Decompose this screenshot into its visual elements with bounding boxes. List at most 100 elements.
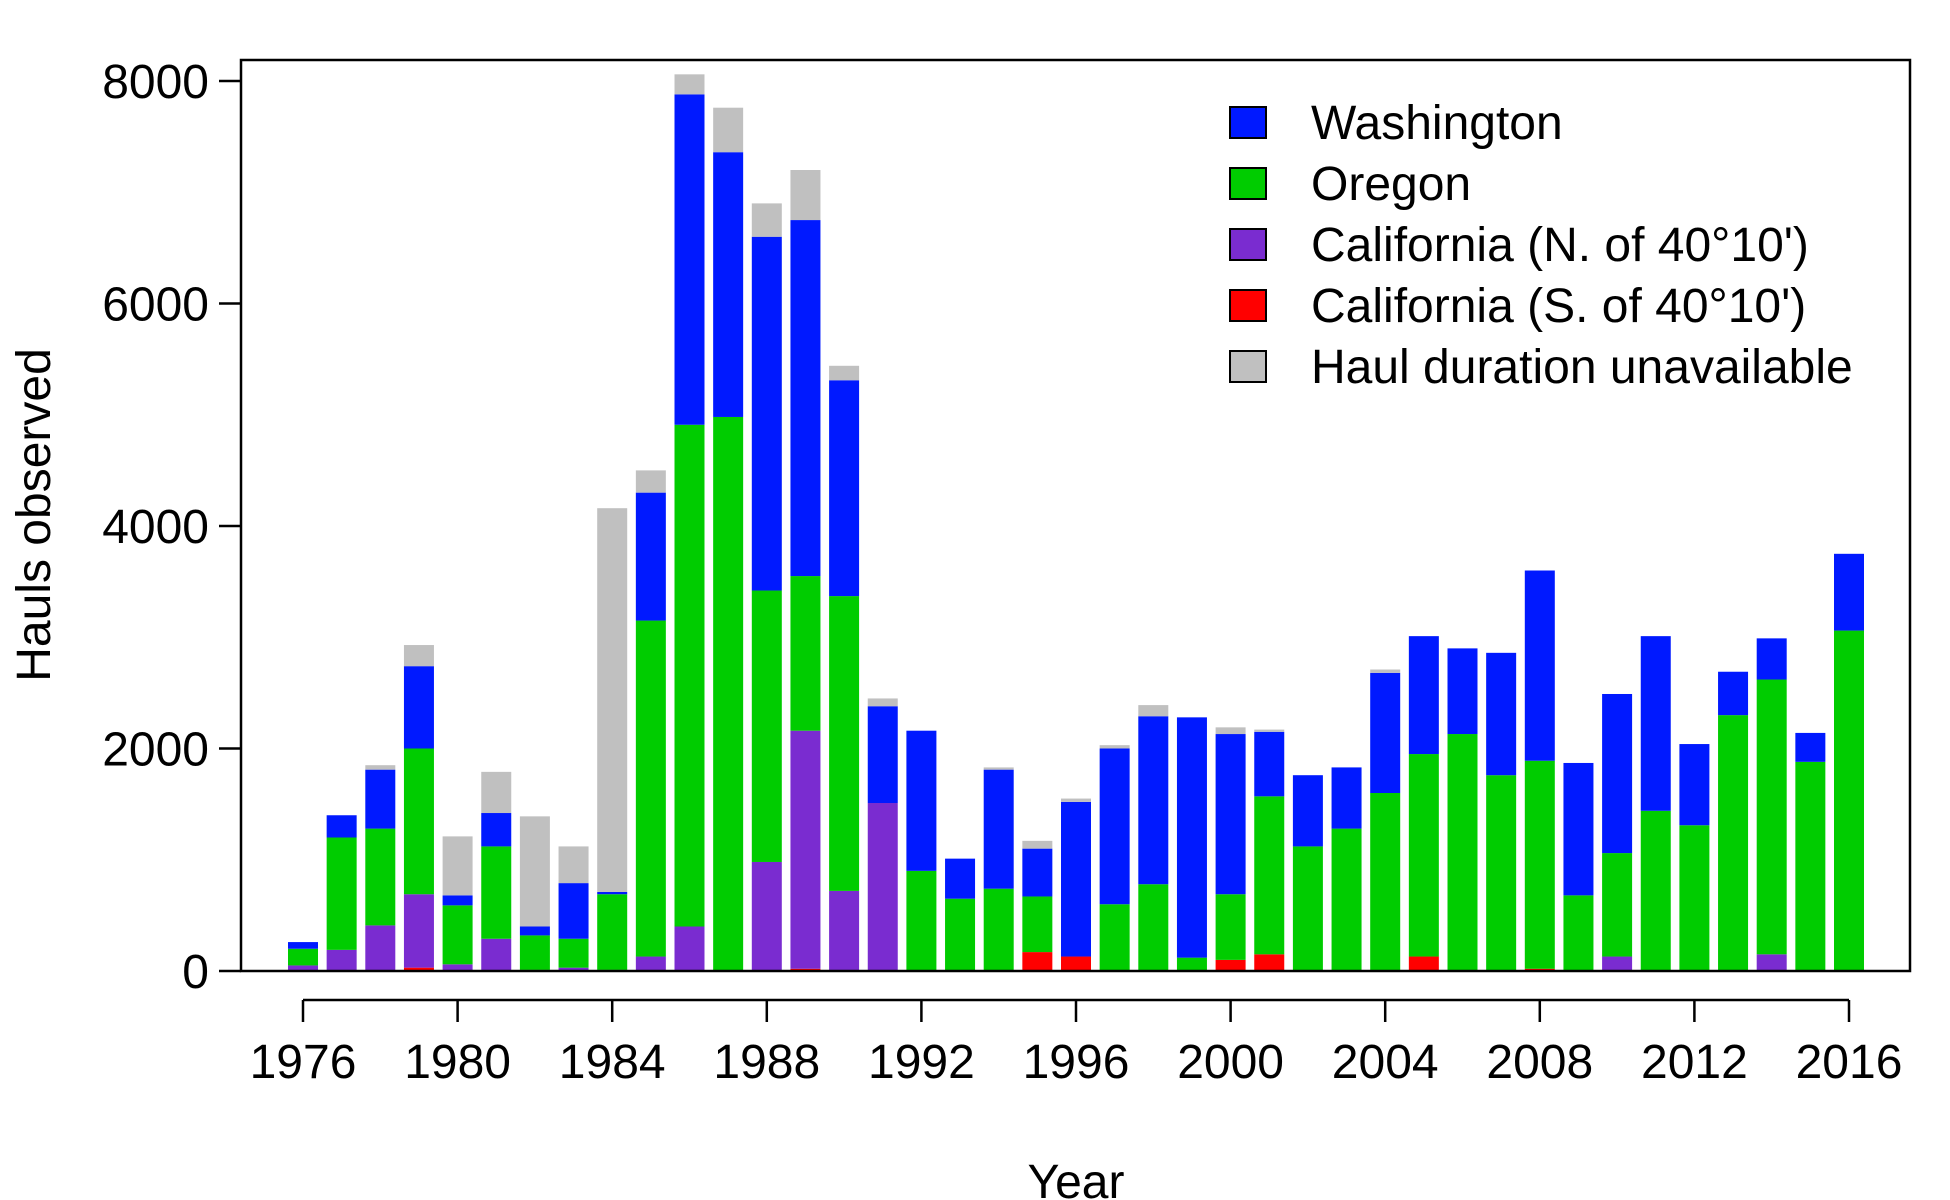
- bar-segment: [403, 748, 434, 895]
- bar-segment: [635, 956, 666, 971]
- bar-segment: [1215, 959, 1246, 972]
- bar-segment: [1099, 748, 1130, 905]
- bar-segment: [1215, 734, 1246, 895]
- bar-segment: [288, 948, 318, 966]
- bar-segment: [558, 846, 589, 884]
- bar-segment: [1756, 679, 1787, 955]
- bar-segment: [365, 769, 396, 829]
- bar-segment: [481, 938, 512, 971]
- bar-segment: [442, 905, 473, 965]
- bar-segment: [558, 967, 589, 971]
- bar-segment: [674, 926, 705, 971]
- bar-segment: [1679, 744, 1710, 826]
- bar-segment: [1254, 731, 1285, 797]
- bar-segment: [1408, 754, 1439, 957]
- plot-frame: [239, 58, 1912, 973]
- bar-segment: [1486, 652, 1517, 776]
- bar-segment: [1447, 648, 1478, 735]
- bar-segment: [829, 596, 860, 891]
- x-tick-label: 2004: [1332, 1036, 1439, 1089]
- bar-segment: [945, 898, 976, 971]
- bar-segment: [1756, 954, 1787, 971]
- bar-segment: [1331, 828, 1362, 971]
- y-tick-label: 8000: [102, 56, 209, 109]
- legend: Washington Oregon California (N. of 40°10'…: [1229, 97, 1853, 394]
- bar-segment: [1370, 669, 1401, 673]
- bar-segment: [326, 837, 357, 950]
- x-axis-title: Year: [1028, 1156, 1125, 1200]
- bar-segment: [365, 828, 396, 926]
- x-tick-label: 1996: [1023, 1036, 1130, 1089]
- legend-swatch: [1229, 228, 1267, 261]
- bar-segment: [442, 895, 473, 906]
- y-tick-label: 4000: [102, 501, 209, 554]
- bar-segment: [326, 815, 357, 838]
- bar-segment: [481, 771, 512, 814]
- bar-segment: [829, 380, 860, 597]
- bar-segment: [597, 892, 628, 895]
- bar-segment: [713, 152, 744, 417]
- bar-segment: [790, 220, 821, 577]
- bar-segment: [713, 107, 744, 153]
- bar-segment: [1022, 952, 1053, 971]
- x-tick-label: 2000: [1177, 1036, 1284, 1089]
- bar-segment: [558, 883, 589, 939]
- bar-segment: [403, 967, 434, 971]
- bar-segment: [1370, 793, 1401, 971]
- bar-segment: [674, 424, 705, 927]
- legend-label: California (S. of 40°10'): [1311, 280, 1806, 333]
- bar-segment: [1176, 717, 1207, 958]
- bar-segment: [1563, 895, 1594, 971]
- bar-segment: [983, 769, 1014, 889]
- bar-segment: [1292, 846, 1323, 971]
- bar-segment: [635, 620, 666, 957]
- bar-segment: [1254, 796, 1285, 955]
- bar-segment: [1602, 956, 1633, 971]
- bar-segment: [558, 938, 589, 968]
- bar-segment: [326, 949, 357, 971]
- bar-segment: [674, 94, 705, 425]
- bar-segment: [288, 942, 318, 949]
- bar-segment: [1756, 638, 1787, 680]
- bar-segment: [1061, 801, 1091, 957]
- bar-segment: [983, 888, 1014, 971]
- bar-segment: [1834, 630, 1864, 971]
- bar-segment: [829, 890, 860, 971]
- bar-segment: [403, 894, 434, 968]
- bar-segment: [1834, 553, 1864, 631]
- bar-segment: [403, 666, 434, 749]
- bar-segment: [1099, 904, 1130, 971]
- bar-segment: [1022, 896, 1053, 953]
- bar-segment: [1679, 825, 1710, 971]
- bar-segment: [751, 236, 782, 591]
- bar-segment: [867, 698, 898, 707]
- bar-segment: [867, 803, 898, 971]
- legend-label: Oregon: [1311, 158, 1471, 211]
- bar-segment: [481, 813, 512, 847]
- x-tick-label: 1988: [713, 1036, 820, 1089]
- bar-segment: [906, 730, 937, 871]
- bar-segment: [790, 576, 821, 731]
- legend-label: California (N. of 40°10'): [1311, 219, 1809, 272]
- bar-segment: [1602, 693, 1633, 854]
- bar-segment: [1254, 729, 1285, 732]
- y-tick-label: 6000: [102, 279, 209, 332]
- x-tick-label: 1980: [404, 1036, 511, 1089]
- bars-layer: [288, 74, 1864, 972]
- bar-segment: [1370, 672, 1401, 793]
- bar-segment: [635, 470, 666, 493]
- bar-segment: [1602, 853, 1633, 957]
- bar-segment: [1331, 767, 1362, 829]
- y-axis: 0 2000 4000 6000 8000: [102, 56, 241, 999]
- bar-segment: [1138, 705, 1169, 717]
- legend-swatch: [1229, 289, 1267, 322]
- bar-segment: [674, 74, 705, 95]
- bar-segment: [1486, 775, 1517, 971]
- bar-segment: [1022, 848, 1053, 897]
- y-tick-label: 0: [182, 946, 209, 999]
- bar-segment: [790, 730, 821, 969]
- bar-segment: [1138, 716, 1169, 885]
- x-tick-label: 2012: [1641, 1036, 1748, 1089]
- bar-segment: [442, 964, 473, 971]
- bar-segment: [1640, 810, 1671, 971]
